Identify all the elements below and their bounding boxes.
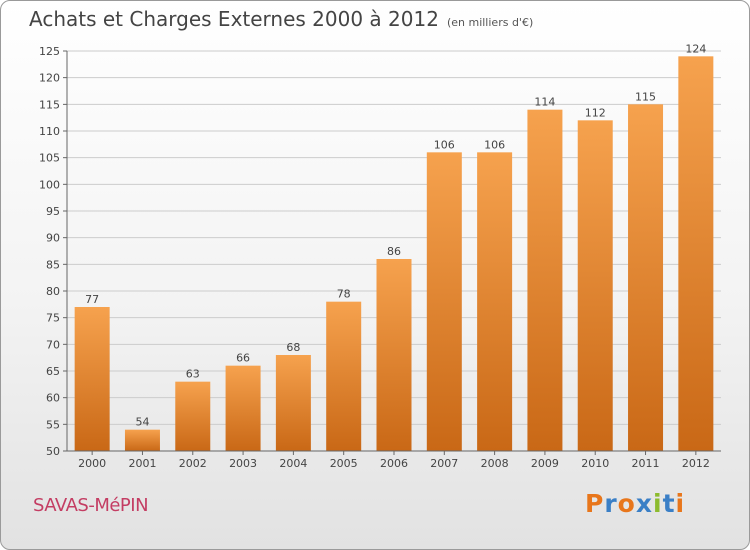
commune-name: SAVAS-MéPIN xyxy=(33,495,149,516)
logo-letter: P xyxy=(585,489,605,518)
x-tick-label: 2004 xyxy=(279,457,307,470)
x-tick-label: 2007 xyxy=(430,457,458,470)
x-tick-label: 2006 xyxy=(380,457,408,470)
y-tick-label: 90 xyxy=(46,232,60,245)
proxiti-logo: Proxiti xyxy=(585,489,685,518)
y-tick-label: 80 xyxy=(46,285,60,298)
y-tick-label: 105 xyxy=(39,152,60,165)
x-tick-label: 2002 xyxy=(179,457,207,470)
bar-2001 xyxy=(124,429,160,451)
chart-title: Achats et Charges Externes 2000 à 2012 (e… xyxy=(29,7,533,31)
y-tick-label: 100 xyxy=(39,178,60,191)
y-tick-label: 85 xyxy=(46,258,60,271)
data-label: 115 xyxy=(635,90,656,103)
x-tick-label: 2003 xyxy=(229,457,257,470)
y-tick-label: 75 xyxy=(46,312,60,325)
data-label: 63 xyxy=(186,368,200,381)
y-tick-label: 125 xyxy=(39,45,60,58)
axes xyxy=(66,51,721,452)
data-label: 106 xyxy=(434,138,455,151)
data-label: 112 xyxy=(585,106,606,119)
bar-2011 xyxy=(628,104,664,451)
title-text: Achats et Charges Externes 2000 à 2012 xyxy=(29,7,439,31)
y-tick-label: 115 xyxy=(39,98,60,111)
data-label: 114 xyxy=(534,96,555,109)
x-axis-ticks: 2000 2001 2002 2003 2004 2005 2006 2007 2008 2009… xyxy=(78,451,710,470)
bar-2010 xyxy=(577,120,613,451)
bar-2009 xyxy=(527,109,563,452)
x-tick-label: 2011 xyxy=(632,457,660,470)
x-tick-label: 2005 xyxy=(330,457,358,470)
bar-2005 xyxy=(326,301,362,451)
bar-2002 xyxy=(175,381,211,451)
logo-letter: o xyxy=(617,489,636,518)
x-tick-label: 2000 xyxy=(78,457,106,470)
y-tick-label: 95 xyxy=(46,205,60,218)
y-tick-label: 50 xyxy=(46,445,60,458)
bar-2007 xyxy=(426,152,462,452)
bar-2006 xyxy=(376,259,412,451)
x-tick-label: 2012 xyxy=(682,457,710,470)
y-tick-label: 60 xyxy=(46,392,60,405)
title-unit: (en milliers d'€) xyxy=(446,16,534,29)
data-label: 54 xyxy=(135,416,149,429)
data-labels: 77 54 63 66 68 78 86 106 106 114 112 115 124 xyxy=(85,42,706,428)
y-tick-label: 110 xyxy=(39,125,60,138)
y-tick-label: 70 xyxy=(46,338,60,351)
x-tick-label: 2010 xyxy=(581,457,609,470)
data-label: 66 xyxy=(236,352,250,365)
logo-letter: t xyxy=(662,489,676,518)
logo-letter: i xyxy=(653,489,663,518)
data-label: 77 xyxy=(85,293,99,306)
x-tick-label: 2008 xyxy=(481,457,509,470)
y-tick-label: 120 xyxy=(39,72,60,85)
bars xyxy=(74,56,714,452)
bar-2000 xyxy=(74,307,110,451)
y-axis-ticks: 50 55 60 65 70 75 80 85 90 95 100 105 110 115 120 125 xyxy=(39,45,67,458)
bar-2008 xyxy=(477,152,513,452)
data-label: 68 xyxy=(286,341,300,354)
data-label: 86 xyxy=(387,245,401,258)
logo-letter: i xyxy=(675,489,686,518)
data-label: 124 xyxy=(685,42,706,55)
bar-2012 xyxy=(678,56,714,451)
x-tick-label: 2009 xyxy=(531,457,559,470)
logo-letter: x xyxy=(635,489,653,518)
logo-letter: r xyxy=(604,489,618,518)
y-tick-label: 65 xyxy=(46,365,60,378)
data-label: 106 xyxy=(484,138,505,151)
bar-2003 xyxy=(225,365,261,451)
bar-2004 xyxy=(275,355,311,451)
y-tick-label: 55 xyxy=(46,418,60,431)
data-label: 78 xyxy=(337,288,351,301)
x-tick-label: 2001 xyxy=(128,457,156,470)
